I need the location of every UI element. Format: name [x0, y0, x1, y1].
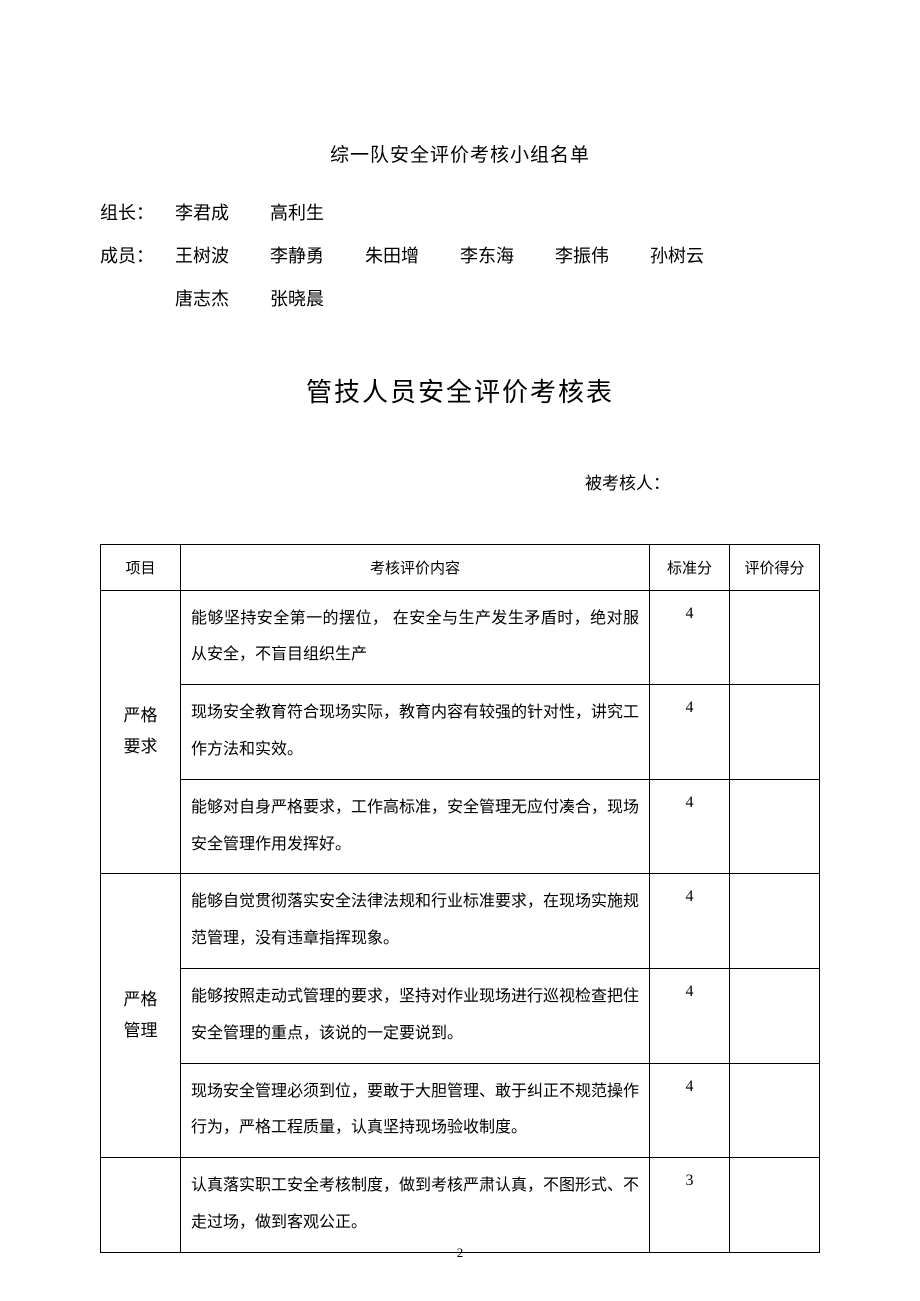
content-cell: 现场安全管理必须到位，要敢于大胆管理、敢于纠正不规范操作行为，严格工程质量，认真… [181, 1063, 650, 1158]
content-cell: 能够按照走动式管理的要求，坚持对作业现场进行巡视检查把住安全管理的重点，该说的一… [181, 968, 650, 1063]
header-content: 考核评价内容 [181, 544, 650, 590]
score-cell: 4 [650, 874, 730, 969]
project-cell [101, 1158, 181, 1253]
table-row: 能够按照走动式管理的要求，坚持对作业现场进行巡视检查把住安全管理的重点，该说的一… [101, 968, 820, 1063]
score-cell: 4 [650, 685, 730, 780]
score-cell: 3 [650, 1158, 730, 1253]
header-result-score: 评价得分 [730, 544, 820, 590]
roster-leader-line: 组长： 李君成 高利生 [100, 192, 820, 235]
main-title: 管技人员安全评价考核表 [100, 372, 820, 409]
content-cell: 能够自觉贯彻落实安全法律法规和行业标准要求，在现场实施规范管理，没有违章指挥现象… [181, 874, 650, 969]
table-row: 现场安全教育符合现场实际，教育内容有较强的针对性，讲究工作方法和实效。 4 [101, 685, 820, 780]
member-name: 李振伟 [555, 235, 650, 278]
table-row: 严格 要求 能够坚持安全第一的摆位， 在安全与生产发生矛盾时，绝对服从安全，不盲… [101, 590, 820, 685]
content-cell: 现场安全教育符合现场实际，教育内容有较强的针对性，讲究工作方法和实效。 [181, 685, 650, 780]
table-row: 能够对自身严格要求，工作高标准，安全管理无应付凑合，现场安全管理作用发挥好。 4 [101, 779, 820, 874]
member-name: 唐志杰 [175, 278, 270, 321]
member-name: 王树波 [175, 235, 270, 278]
result-cell [730, 874, 820, 969]
member-name: 李静勇 [270, 235, 365, 278]
result-cell [730, 685, 820, 780]
member-name: 李东海 [460, 235, 555, 278]
table-row: 严格 管理 能够自觉贯彻落实安全法律法规和行业标准要求，在现场实施规范管理，没有… [101, 874, 820, 969]
result-cell [730, 1063, 820, 1158]
score-cell: 4 [650, 968, 730, 1063]
result-cell [730, 1158, 820, 1253]
score-cell: 4 [650, 1063, 730, 1158]
score-cell: 4 [650, 590, 730, 685]
page-number: 2 [0, 1245, 920, 1261]
assessment-table: 项目 考核评价内容 标准分 评价得分 严格 要求 能够坚持安全第一的摆位， 在安… [100, 544, 820, 1253]
table-row: 现场安全管理必须到位，要敢于大胆管理、敢于纠正不规范操作行为，严格工程质量，认真… [101, 1063, 820, 1158]
leader-label: 组长： [100, 192, 175, 235]
result-cell [730, 968, 820, 1063]
content-cell: 认真落实职工安全考核制度，做到考核严肃认真，不图形式、不走过场，做到客观公正。 [181, 1158, 650, 1253]
content-cell: 能够坚持安全第一的摆位， 在安全与生产发生矛盾时，绝对服从安全，不盲目组织生产 [181, 590, 650, 685]
score-cell: 4 [650, 779, 730, 874]
result-cell [730, 779, 820, 874]
member-name: 张晓晨 [270, 278, 365, 321]
table-row: 认真落实职工安全考核制度，做到考核严肃认真，不图形式、不走过场，做到客观公正。 … [101, 1158, 820, 1253]
header-project: 项目 [101, 544, 181, 590]
leader-name: 高利生 [270, 192, 365, 235]
table-header-row: 项目 考核评价内容 标准分 评价得分 [101, 544, 820, 590]
leader-name: 李君成 [175, 192, 270, 235]
section-title: 综一队安全评价考核小组名单 [100, 140, 820, 167]
header-standard-score: 标准分 [650, 544, 730, 590]
project-cell: 严格 管理 [101, 874, 181, 1158]
result-cell [730, 590, 820, 685]
project-cell: 严格 要求 [101, 590, 181, 874]
assessee-label: 被考核人： [100, 469, 820, 494]
content-cell: 能够对自身严格要求，工作高标准，安全管理无应付凑合，现场安全管理作用发挥好。 [181, 779, 650, 874]
roster-member-line-2: 唐志杰 张晓晨 [100, 278, 820, 321]
member-name: 朱田增 [365, 235, 460, 278]
member-name: 孙树云 [650, 235, 745, 278]
member-label: 成员： [100, 235, 175, 278]
roster-member-line-1: 成员： 王树波 李静勇 朱田增 李东海 李振伟 孙树云 [100, 235, 820, 278]
